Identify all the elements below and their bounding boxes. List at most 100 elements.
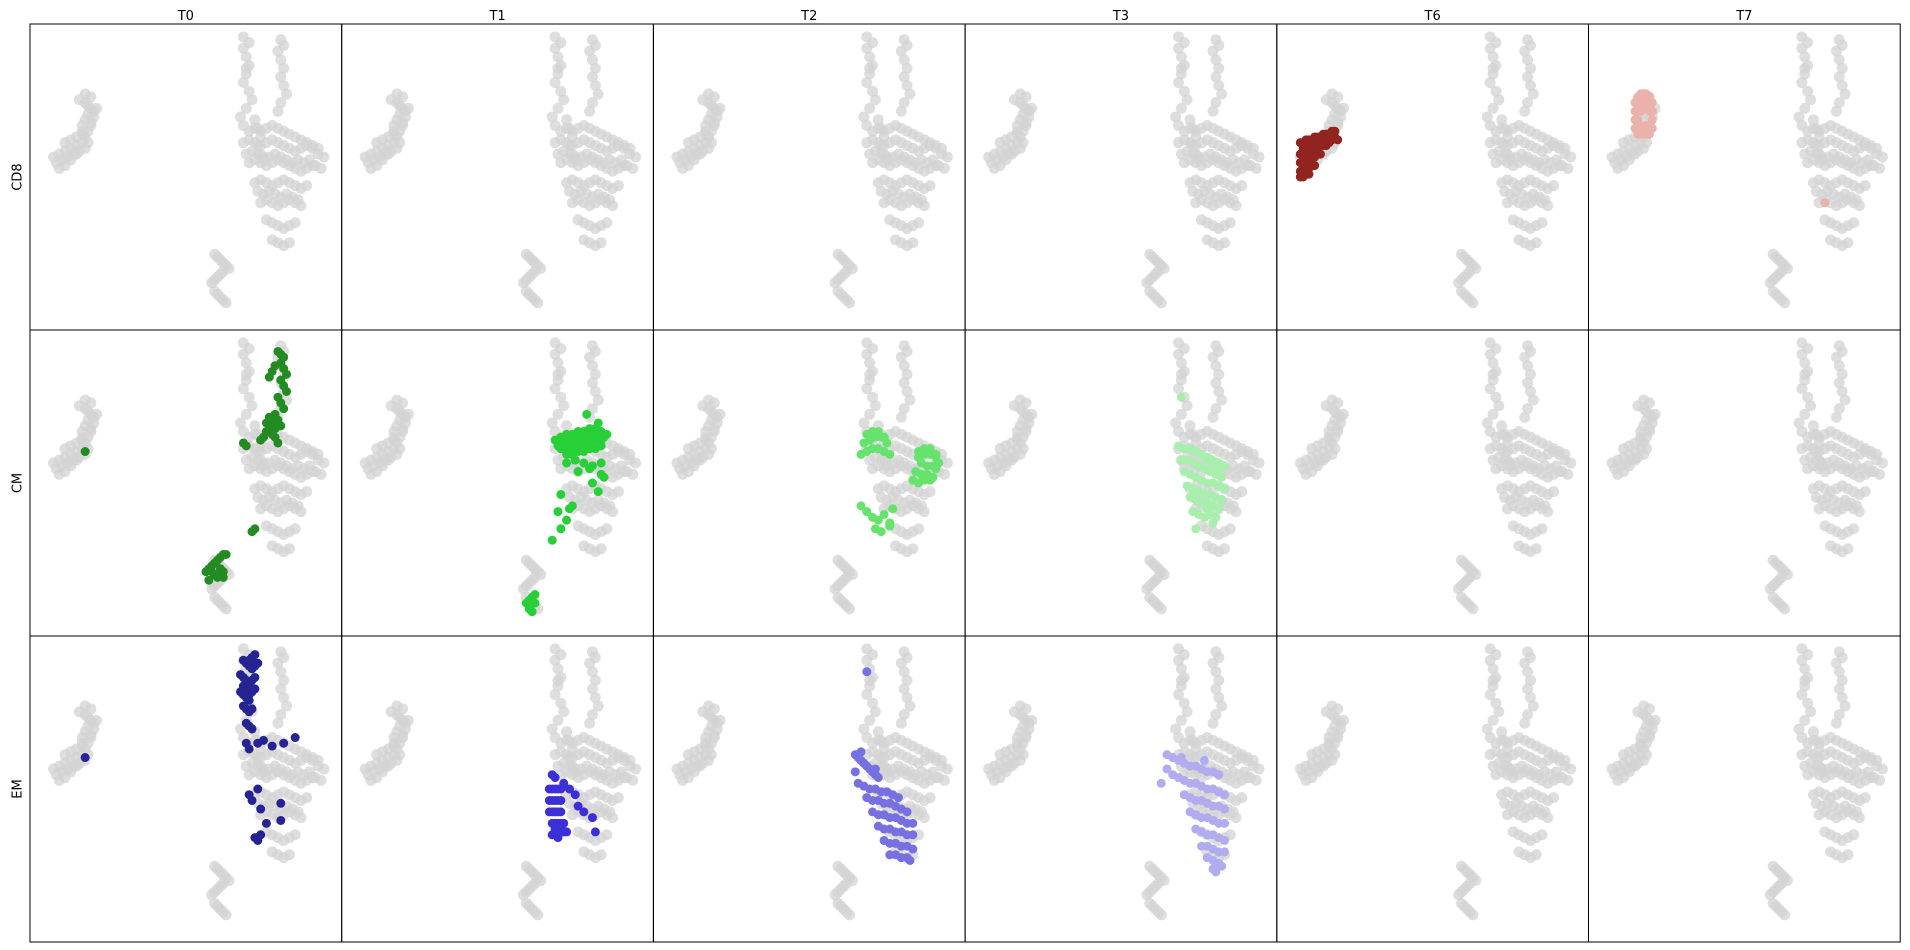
background-point-left-arm <box>365 774 377 786</box>
background-point-top-fingers <box>1210 71 1222 83</box>
background-point-top-fingers <box>278 674 290 686</box>
background-point-top-fingers <box>1519 105 1531 117</box>
background-point-body <box>604 806 616 818</box>
background-point-top-fingers <box>552 408 564 420</box>
background-point-top-fingers <box>1524 674 1536 686</box>
background-point-body <box>595 237 607 249</box>
background-point-top-fingers <box>1802 391 1814 403</box>
background-point-left-arm <box>399 723 411 735</box>
highlight-point <box>876 527 886 537</box>
background-point-bottom-tail <box>206 277 218 289</box>
highlight-point <box>1208 518 1218 528</box>
background-point-top-fingers <box>1175 62 1187 74</box>
highlight-point <box>250 684 260 694</box>
background-point-top-fingers <box>1799 357 1811 369</box>
highlight-point <box>204 575 214 585</box>
panel-frame <box>652 23 966 331</box>
highlight-point <box>579 458 589 468</box>
highlight-point <box>879 432 889 442</box>
background-point-top-fingers <box>1833 340 1845 352</box>
background-point-bottom-tail <box>1141 277 1153 289</box>
background-point-body <box>627 774 639 786</box>
background-point-left-arm <box>82 137 94 149</box>
background-point-top-fingers <box>1805 706 1817 718</box>
background-point-top-fingers <box>1836 674 1848 686</box>
background-point-bottom-tail <box>1453 583 1465 595</box>
background-point-top-fingers <box>1836 368 1848 380</box>
background-point-body <box>915 500 927 512</box>
background-point-body <box>627 468 639 480</box>
background-point-top-fingers <box>895 411 907 423</box>
background-point-body <box>1876 763 1888 775</box>
background-point-left-arm <box>85 732 97 744</box>
background-point-left-arm <box>988 468 1000 480</box>
highlight-point <box>564 504 574 514</box>
background-point-top-fingers <box>1836 385 1848 397</box>
background-point-body <box>604 194 616 206</box>
background-point-body <box>292 806 304 818</box>
background-point-top-fingers <box>1833 666 1845 678</box>
background-point-top-fingers <box>1493 94 1505 106</box>
background-point-top-fingers <box>904 700 916 712</box>
highlight-point <box>596 469 606 479</box>
background-point-body <box>1547 792 1559 804</box>
background-point-top-fingers <box>240 102 252 114</box>
panel-frame <box>964 635 1278 943</box>
background-point-top-fingers <box>1487 357 1499 369</box>
background-point-top-fingers <box>898 377 910 389</box>
background-point-top-fingers <box>1496 420 1508 432</box>
background-point-top-fingers <box>561 726 573 738</box>
background-point-body <box>1224 523 1236 535</box>
background-point-top-fingers <box>1484 689 1496 701</box>
background-point-top-fingers <box>1836 62 1848 74</box>
background-point-top-fingers <box>1522 54 1534 66</box>
highlight-point <box>1642 121 1652 131</box>
background-point-top-fingers <box>901 62 913 74</box>
background-point-top-fingers <box>1210 666 1222 678</box>
highlight-point <box>256 804 266 814</box>
background-point-body <box>624 754 636 766</box>
background-point-top-fingers <box>552 62 564 74</box>
background-point-top-fingers <box>1178 85 1190 97</box>
background-point-top-fingers <box>1172 689 1184 701</box>
background-point-top-fingers <box>1839 394 1851 406</box>
background-point-bottom-tail <box>1467 909 1479 921</box>
highlight-point <box>850 767 860 777</box>
background-point-bottom-tail <box>844 297 856 309</box>
background-point-bottom-tail <box>829 889 841 901</box>
background-point-top-fingers <box>1805 94 1817 106</box>
background-point-left-arm <box>402 714 414 726</box>
background-point-top-fingers <box>1793 417 1805 429</box>
background-point-top-fingers <box>1527 700 1539 712</box>
panel-frame <box>341 329 654 637</box>
background-point-top-fingers <box>549 31 561 43</box>
background-point-top-fingers <box>240 62 252 74</box>
background-point-body <box>292 500 304 512</box>
background-point-top-fingers <box>240 408 252 420</box>
background-point-top-fingers <box>864 62 876 74</box>
background-point-top-fingers <box>864 714 876 726</box>
background-point-top-fingers <box>1213 691 1225 703</box>
background-point-body <box>1871 142 1883 154</box>
background-point-body <box>301 486 313 498</box>
background-point-body <box>941 763 953 775</box>
background-point-top-fingers <box>1796 337 1808 349</box>
background-point-body <box>312 448 324 460</box>
background-point-top-fingers <box>898 54 910 66</box>
background-point-body <box>1227 194 1239 206</box>
background-point-top-fingers <box>1524 691 1536 703</box>
background-point-top-fingers <box>1210 340 1222 352</box>
background-point-left-arm <box>394 137 406 149</box>
background-point-top-fingers <box>1207 717 1219 729</box>
column-title-t7: T7 <box>1735 9 1752 24</box>
background-point-left-arm <box>1300 468 1312 480</box>
background-point-top-fingers <box>1799 368 1811 380</box>
background-point-top-fingers <box>1175 102 1187 114</box>
background-point-top-fingers <box>1484 77 1496 89</box>
highlight-point <box>530 590 540 600</box>
background-point-top-fingers <box>1484 31 1496 43</box>
background-point-left-arm <box>1017 137 1029 149</box>
background-point-left-arm <box>1014 394 1026 406</box>
background-point-left-arm <box>677 162 689 174</box>
background-point-top-fingers <box>1172 643 1184 655</box>
